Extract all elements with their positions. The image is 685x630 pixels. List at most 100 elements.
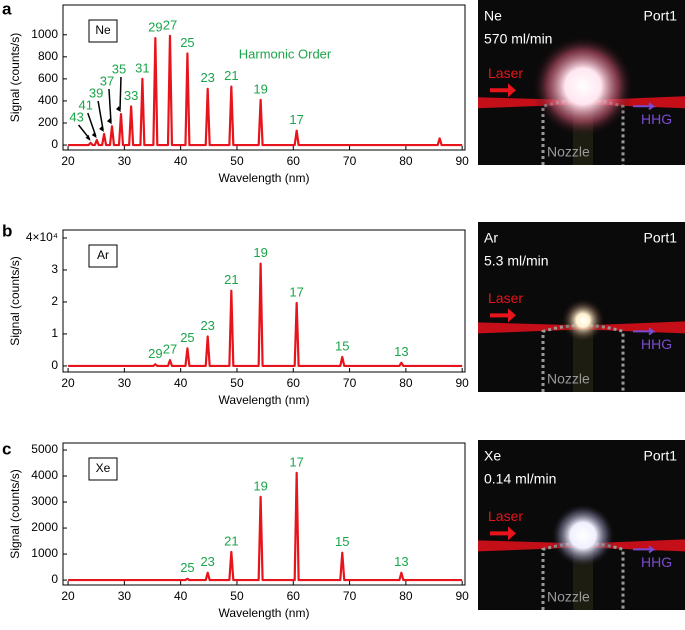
photo-laser: Laser xyxy=(488,65,523,81)
hhg-arrow xyxy=(633,545,656,554)
harmonic-label: 43 xyxy=(69,109,83,124)
photo-port: Port1 xyxy=(644,448,678,464)
harmonic-label: 33 xyxy=(124,88,138,103)
plasma-glow xyxy=(531,35,635,138)
arrow xyxy=(108,88,112,123)
harmonic-label: 35 xyxy=(112,61,126,76)
x-tick-label: 90 xyxy=(456,376,470,390)
harmonic-label: 21 xyxy=(224,533,238,548)
y-axis-label: Signal (counts/s) xyxy=(8,256,22,345)
gas-label: Xe xyxy=(96,461,111,475)
harmonic-label: 25 xyxy=(180,35,194,50)
harmonic-label: 29 xyxy=(148,20,162,35)
spectrum-line xyxy=(68,471,463,582)
harmonic-label: 17 xyxy=(289,284,303,299)
x-tick-label: 90 xyxy=(456,154,470,168)
plot-frame xyxy=(62,442,466,586)
arrow-head xyxy=(85,134,91,141)
harmonic-label: 27 xyxy=(163,17,177,32)
plot-frame xyxy=(62,4,466,151)
harmonic-label: 21 xyxy=(224,68,238,83)
y-tick-label: 0 xyxy=(51,358,58,372)
x-tick-label: 50 xyxy=(230,376,244,390)
harmonic-label: 41 xyxy=(79,97,93,112)
harmonic-label: 39 xyxy=(89,85,103,100)
spectrum-line xyxy=(68,262,463,368)
harmonic-label: 21 xyxy=(224,272,238,287)
y-tick-label: 0 xyxy=(51,572,58,586)
harmonic-label: 29 xyxy=(148,346,162,361)
photo-flow: 0.14 ml/min xyxy=(484,471,556,487)
x-tick-label: 60 xyxy=(287,589,301,603)
y-axis-label: Signal (counts/s) xyxy=(8,469,22,558)
gas-label: Ar xyxy=(97,248,109,262)
y-tick-label: 4000 xyxy=(31,468,58,482)
laser-arrow xyxy=(490,308,516,323)
photo-laser: Laser xyxy=(488,508,523,524)
arrow-head xyxy=(106,118,112,125)
x-axis-label: Wavelength (nm) xyxy=(219,171,310,185)
harmonic-label: 23 xyxy=(200,70,214,85)
harmonic-label: 25 xyxy=(180,560,194,575)
harmonic-label: 31 xyxy=(135,60,149,75)
arrow xyxy=(97,100,104,131)
gas-box xyxy=(88,244,118,268)
harmonic-label: 13 xyxy=(394,554,408,569)
x-tick-label: 40 xyxy=(174,376,188,390)
y-tick-label: 600 xyxy=(38,71,58,85)
plume xyxy=(573,327,593,392)
photo-port: Port1 xyxy=(644,230,678,246)
y-tick-label: 2 xyxy=(51,294,58,308)
y-tick-label: 3 xyxy=(51,262,58,276)
harmonic-label: 15 xyxy=(335,534,349,549)
y-tick-label: 400 xyxy=(38,93,58,107)
harmonic-label: 17 xyxy=(289,454,303,469)
y-axis-label: Signal (counts/s) xyxy=(8,33,22,122)
y-tick-label: 1000 xyxy=(31,546,58,560)
gas-label: Ne xyxy=(95,23,111,37)
photo-hhg: HHG xyxy=(641,111,672,127)
arrow-head xyxy=(115,106,121,113)
y-tick-label: 0 xyxy=(51,137,58,151)
harmonic-label: 19 xyxy=(253,245,267,260)
photo-gas: Ar xyxy=(484,230,498,246)
x-axis-label: Wavelength (nm) xyxy=(219,606,310,620)
photo-gas: Xe xyxy=(484,448,501,464)
x-tick-label: 60 xyxy=(287,376,301,390)
harmonic-label: 17 xyxy=(289,112,303,127)
y-tick-label: 1 xyxy=(51,326,58,340)
x-tick-label: 70 xyxy=(343,154,357,168)
nozzle xyxy=(541,323,625,392)
x-tick-label: 80 xyxy=(399,154,413,168)
photo-port: Port1 xyxy=(644,8,678,24)
harmonic-label: 37 xyxy=(100,73,114,88)
x-tick-label: 20 xyxy=(61,589,75,603)
arrow-head xyxy=(91,132,97,139)
x-tick-label: 50 xyxy=(230,154,244,168)
x-tick-label: 90 xyxy=(456,589,470,603)
harmonic-label: 25 xyxy=(180,330,194,345)
x-tick-label: 50 xyxy=(230,589,244,603)
x-tick-label: 40 xyxy=(174,154,188,168)
annotation-title: Harmonic Order xyxy=(239,46,332,61)
plot-frame xyxy=(62,229,466,373)
hhg-arrow xyxy=(633,102,656,111)
laser-arrow xyxy=(490,83,516,98)
photo-flow: 5.3 ml/min xyxy=(484,253,549,269)
x-tick-label: 70 xyxy=(343,589,357,603)
arrow xyxy=(119,76,122,111)
photo-gas: Ne xyxy=(484,8,502,24)
spectrum-line xyxy=(68,34,463,147)
arrow xyxy=(87,112,97,137)
harmonic-label: 19 xyxy=(253,81,267,96)
harmonic-label: 19 xyxy=(253,478,267,493)
photo-nozzle: Nozzle xyxy=(547,371,590,387)
photo-nozzle: Nozzle xyxy=(547,144,590,160)
harmonic-label: 13 xyxy=(394,344,408,359)
x-tick-label: 40 xyxy=(174,589,188,603)
y-tick-label: 200 xyxy=(38,115,58,129)
nozzle xyxy=(541,541,625,610)
panel-label: b xyxy=(2,221,12,240)
harmonic-label: 15 xyxy=(335,338,349,353)
